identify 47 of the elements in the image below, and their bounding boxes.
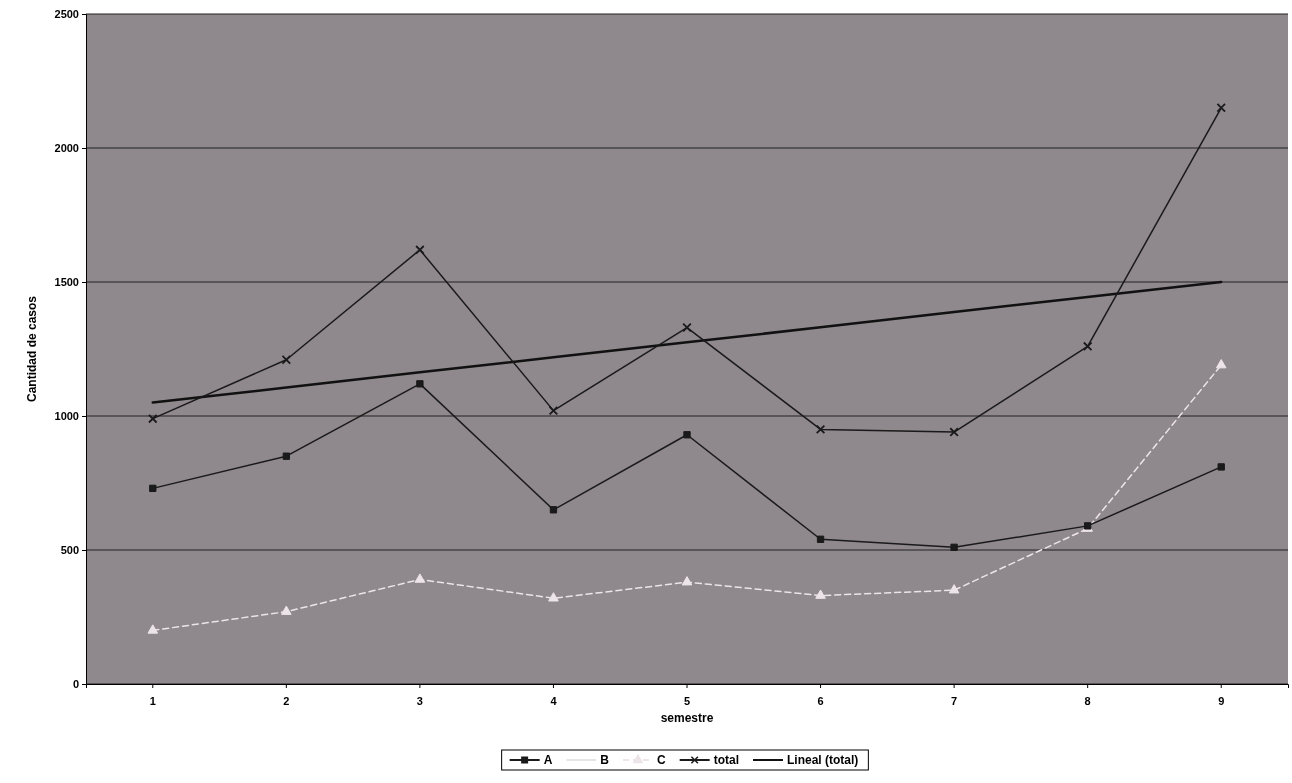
point bbox=[1082, 341, 1093, 352]
point bbox=[414, 573, 426, 583]
legend-label: C bbox=[656, 753, 666, 767]
x-tick-label: 4 bbox=[550, 695, 558, 708]
y-tick-label: 1000 bbox=[54, 410, 79, 423]
y-axis-title: Cantidad de casos bbox=[25, 295, 39, 403]
point bbox=[1217, 463, 1225, 471]
y-tick-label: 1500 bbox=[54, 276, 79, 289]
y-tick-label: 500 bbox=[60, 544, 79, 557]
point bbox=[1215, 359, 1227, 369]
point bbox=[147, 624, 159, 634]
y-tick-label: 2000 bbox=[54, 142, 79, 155]
x-tick-label: 2 bbox=[283, 695, 290, 708]
point bbox=[682, 322, 692, 333]
point bbox=[681, 576, 693, 586]
x-tick-label: 3 bbox=[416, 695, 423, 708]
legend-label: A bbox=[543, 753, 553, 767]
x-tick-label: 9 bbox=[1218, 695, 1225, 708]
x-tick-label: 7 bbox=[951, 695, 958, 708]
y-tick-label: 2500 bbox=[54, 8, 79, 21]
point bbox=[282, 452, 290, 460]
point bbox=[949, 427, 959, 437]
point bbox=[149, 484, 157, 493]
point bbox=[548, 592, 559, 602]
x-tick-label: 1 bbox=[149, 695, 156, 708]
x-axis-title: semestre bbox=[660, 711, 714, 725]
legend-label: B bbox=[600, 753, 610, 767]
point bbox=[416, 380, 424, 388]
legend-label: total bbox=[713, 753, 740, 767]
y-tick-label: 0 bbox=[72, 678, 79, 691]
point bbox=[281, 605, 292, 615]
x-tick-label: 6 bbox=[817, 695, 824, 708]
point bbox=[815, 424, 826, 435]
point bbox=[683, 431, 691, 439]
point bbox=[948, 584, 960, 594]
point bbox=[548, 405, 559, 416]
point bbox=[816, 535, 825, 543]
point bbox=[1216, 103, 1226, 113]
point bbox=[950, 543, 958, 551]
point bbox=[281, 354, 292, 365]
point bbox=[148, 413, 158, 424]
x-tick-label: 8 bbox=[1084, 695, 1091, 708]
point bbox=[549, 506, 558, 514]
point bbox=[815, 589, 826, 599]
legend-label: Lineal (total) bbox=[787, 753, 859, 767]
x-tick-label: 5 bbox=[683, 695, 691, 708]
point bbox=[415, 245, 425, 255]
